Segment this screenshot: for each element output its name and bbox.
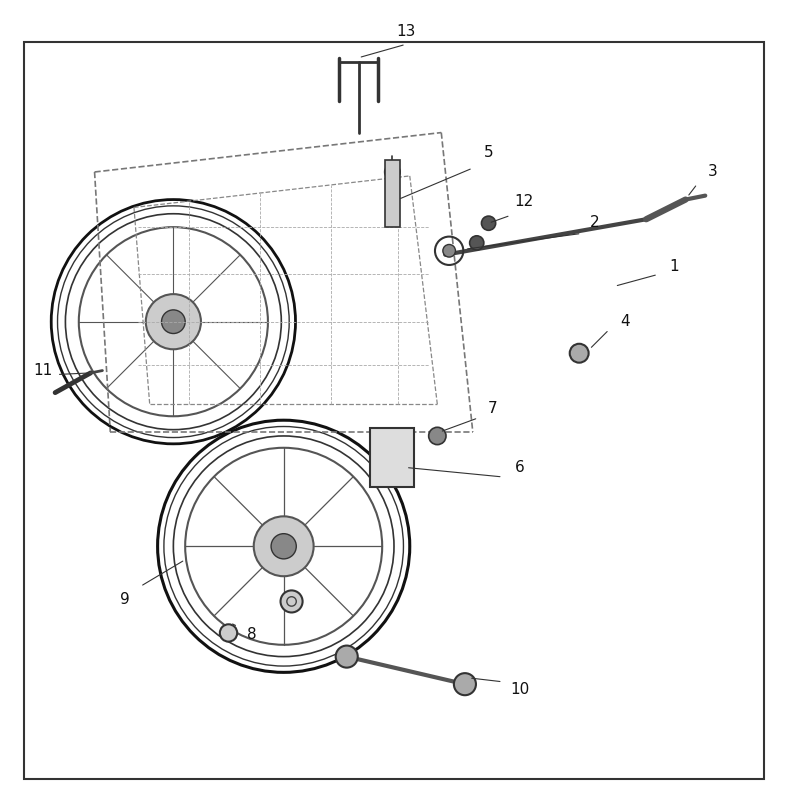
Circle shape — [385, 164, 400, 180]
Text: 9: 9 — [120, 592, 129, 606]
Circle shape — [429, 427, 446, 445]
Circle shape — [454, 673, 476, 695]
Text: 8: 8 — [247, 627, 257, 642]
Text: 3: 3 — [708, 164, 718, 179]
Circle shape — [281, 590, 303, 613]
Bar — [385, 160, 400, 227]
Bar — [370, 428, 414, 487]
Circle shape — [443, 244, 455, 257]
Text: 5: 5 — [484, 145, 493, 159]
Circle shape — [271, 533, 296, 559]
Text: 11: 11 — [34, 363, 53, 378]
Circle shape — [220, 624, 237, 642]
Text: 7: 7 — [488, 400, 497, 416]
Text: 4: 4 — [620, 314, 630, 329]
Circle shape — [162, 310, 185, 333]
Text: 1: 1 — [669, 259, 678, 274]
Circle shape — [336, 646, 358, 667]
Text: 12: 12 — [515, 195, 533, 209]
Circle shape — [470, 235, 484, 250]
Circle shape — [146, 294, 201, 349]
Circle shape — [254, 517, 314, 576]
Circle shape — [481, 216, 496, 231]
Circle shape — [570, 344, 589, 363]
Text: 6: 6 — [515, 460, 525, 475]
Text: 10: 10 — [511, 682, 530, 697]
Text: 2: 2 — [590, 215, 600, 230]
Text: 13: 13 — [396, 24, 415, 39]
